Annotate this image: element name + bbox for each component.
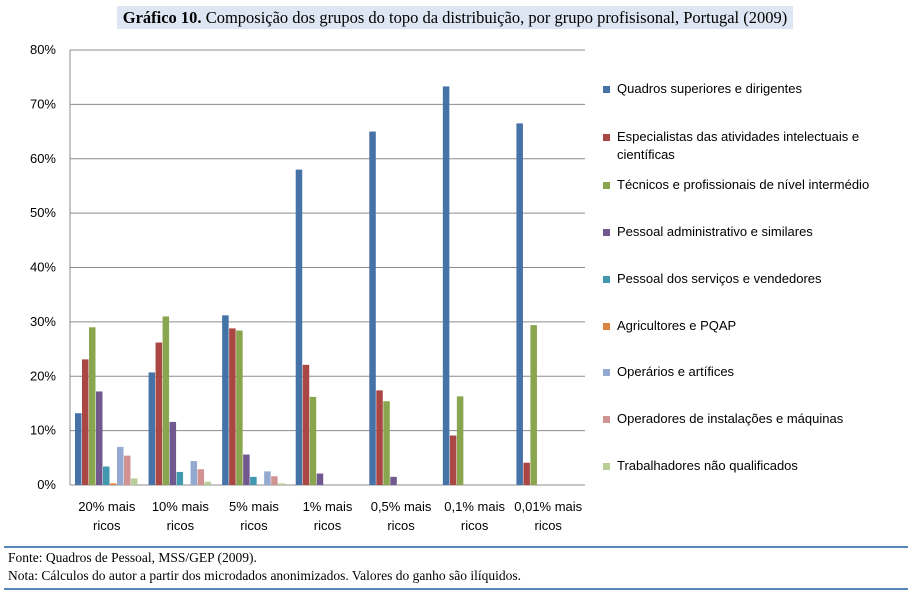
- x-tick-label: 0,1% mais: [444, 499, 505, 514]
- legend-swatch: [603, 323, 610, 330]
- legend-label: Trabalhadores não qualificados: [617, 458, 798, 473]
- bar: [271, 476, 278, 485]
- title-text: Composição dos grupos do topo da distrib…: [201, 8, 788, 27]
- x-tick-label: ricos: [93, 518, 121, 533]
- legend-item: Pessoal administrativo e similares: [603, 223, 893, 241]
- divider: [4, 546, 908, 548]
- legend-swatch: [603, 86, 610, 93]
- y-tick-label: 20%: [30, 368, 56, 383]
- x-tick-label: ricos: [240, 518, 268, 533]
- bar: [82, 359, 89, 485]
- bar: [302, 364, 310, 485]
- legend-swatch: [603, 369, 610, 376]
- bar: [103, 466, 110, 485]
- y-tick-label: 10%: [30, 423, 56, 438]
- bar: [390, 476, 397, 485]
- bar: [442, 86, 450, 486]
- bar: [250, 476, 257, 485]
- bar: [295, 169, 303, 485]
- legend-item: Especialistas das atividades intelectuai…: [603, 128, 893, 164]
- bar: [383, 401, 390, 485]
- y-tick-label: 0%: [37, 477, 56, 492]
- y-tick-label: 40%: [30, 260, 56, 275]
- x-tick-label: 1% mais: [303, 499, 353, 514]
- x-tick-label: 5% mais: [229, 499, 279, 514]
- footer-source: Fonte: Quadros de Pessoal, MSS/GEP (2009…: [8, 550, 257, 565]
- bar: [155, 342, 163, 485]
- bar: [516, 123, 523, 485]
- legend-label: Técnicos e profissionais de nível interm…: [617, 177, 870, 192]
- plot-area: 0% 10% 20% 30% 40% 50% 60% 70% 80% 20% mais ricos 1…: [30, 42, 585, 533]
- legend-item: Operários e artífices: [603, 363, 893, 381]
- bar: [530, 325, 537, 485]
- x-tick-label: 10% mais: [152, 499, 210, 514]
- y-tick-label: 70%: [30, 96, 56, 111]
- legend-label: Especialistas das atividades intelectuai…: [617, 129, 860, 162]
- legend-item: Trabalhadores não qualificados: [603, 457, 893, 475]
- y-tick-label: 50%: [30, 205, 56, 220]
- bar: [96, 391, 103, 485]
- legend-label: Agricultores e PQAP: [617, 318, 737, 333]
- legend-swatch: [603, 134, 610, 141]
- bar: [204, 481, 212, 485]
- bar: [222, 315, 229, 485]
- bar: [243, 454, 250, 485]
- legend-label: Operários e artífices: [617, 364, 735, 379]
- y-tick-label: 60%: [30, 151, 56, 166]
- bar: [162, 316, 170, 485]
- legend-swatch: [603, 182, 610, 189]
- legend-item: Operadores de instalações e máquinas: [603, 410, 893, 428]
- legend-label: Pessoal administrativo e similares: [617, 224, 813, 239]
- bar: [376, 390, 383, 485]
- bar: [131, 478, 138, 485]
- x-tick-label: ricos: [387, 518, 415, 533]
- x-tick-label: ricos: [534, 518, 562, 533]
- bar: [110, 483, 117, 485]
- divider: [4, 588, 908, 590]
- legend-swatch: [603, 276, 610, 283]
- bar: [316, 473, 324, 485]
- bar: [456, 396, 464, 485]
- bar: [124, 455, 131, 485]
- x-tick-label: ricos: [314, 518, 342, 533]
- legend-item: Pessoal dos serviços e vendedores: [603, 270, 893, 288]
- x-tick-label: 20% mais: [78, 499, 136, 514]
- bar: [369, 131, 376, 485]
- legend-swatch: [603, 463, 610, 470]
- y-tick-label: 30%: [30, 314, 56, 329]
- legend-item: Quadros superiores e dirigentes: [603, 80, 893, 98]
- bar: [278, 483, 285, 485]
- title-label: Gráfico 10.: [122, 8, 202, 27]
- bar: [75, 413, 82, 485]
- legend-swatch: [603, 416, 610, 423]
- bar: [197, 469, 205, 485]
- legend-label: Quadros superiores e dirigentes: [617, 81, 802, 96]
- bar: [309, 396, 317, 485]
- bar: [449, 435, 457, 485]
- bar: [236, 330, 243, 485]
- bar: [117, 446, 124, 485]
- x-tick-label: 0,01% mais: [514, 499, 582, 514]
- legend-item: Agricultores e PQAP: [603, 317, 893, 335]
- bar: [190, 461, 198, 485]
- bar: [523, 462, 530, 485]
- legend-label: Pessoal dos serviços e vendedores: [617, 271, 822, 286]
- x-tick-label: 0,5% mais: [371, 499, 432, 514]
- legend-item: Técnicos e profissionais de nível interm…: [603, 176, 893, 194]
- chart-title: Gráfico 10. Composição dos grupos do top…: [0, 6, 910, 29]
- x-tick-label: ricos: [167, 518, 195, 533]
- bar: [176, 471, 184, 485]
- bar: [89, 327, 96, 485]
- bar: [148, 372, 156, 485]
- bar: [169, 421, 177, 485]
- footer-note: Nota: Cálculos do autor a partir dos mic…: [8, 568, 522, 583]
- bar: [264, 471, 271, 485]
- y-tick-label: 80%: [30, 42, 56, 57]
- bar: [229, 328, 236, 485]
- legend-label: Operadores de instalações e máquinas: [617, 411, 844, 426]
- legend-swatch: [603, 229, 610, 236]
- x-tick-label: ricos: [461, 518, 489, 533]
